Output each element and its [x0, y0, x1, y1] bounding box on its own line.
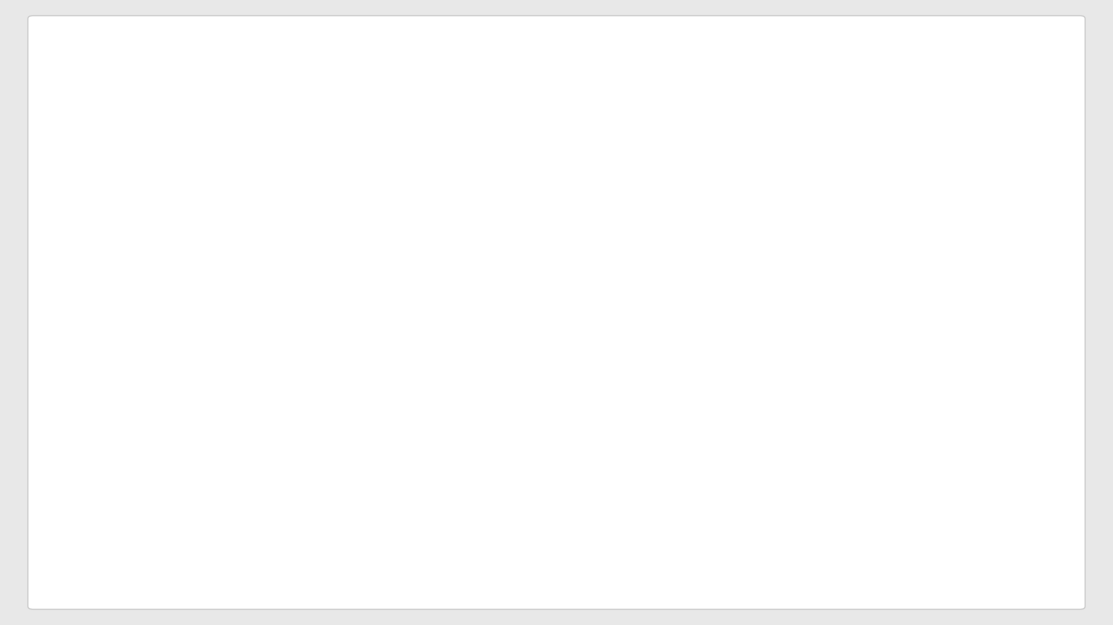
Text: water is 3.33 × 10: water is 3.33 × 10	[148, 179, 315, 197]
Text: 5: 5	[315, 171, 323, 184]
Text: 65.49°C: 65.49°C	[185, 386, 258, 404]
Text: 40°C: 40°C	[185, 338, 229, 356]
Text: isolated system reaches thermal equilibrium? The latent heat of fusion of: isolated system reaches thermal equilibr…	[148, 153, 811, 171]
Text: 58.48°C: 58.48°C	[185, 290, 258, 308]
Text: A 100g cube of ice at 0°C is dropped into 1 kg of water that was originally: A 100g cube of ice at 0°C is dropped int…	[148, 60, 817, 78]
Text: 5: 5	[315, 171, 323, 184]
Text: J/kg and the specific heat of water is 4182 J/(K kg).: J/kg and the specific heat of water is 4…	[323, 179, 785, 197]
Text: at 80°C.: at 80°C.	[148, 87, 221, 105]
Text: What is the final temperature of the water after the ice melts and the: What is the final temperature of the wat…	[148, 127, 777, 145]
Text: 72.04°C: 72.04°C	[185, 242, 258, 260]
